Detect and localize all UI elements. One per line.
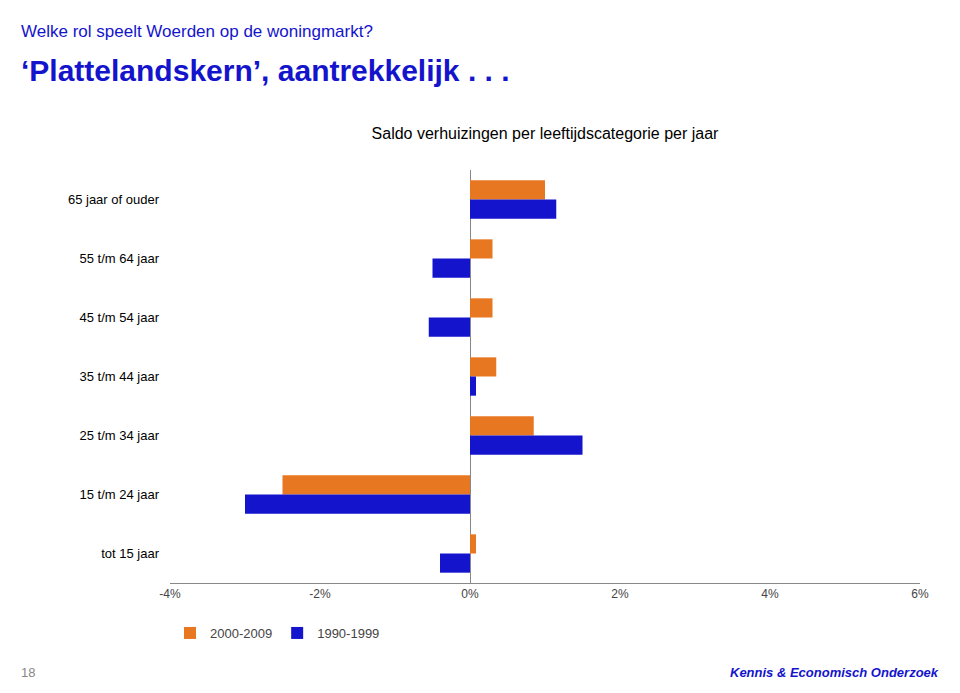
svg-text:-2%: -2% <box>309 587 331 601</box>
svg-text:1990-1999: 1990-1999 <box>317 626 379 641</box>
svg-text:6%: 6% <box>911 587 929 601</box>
svg-text:‘Plattelandskern’, aantrekkeli: ‘Plattelandskern’, aantrekkelijk . . . <box>21 54 510 87</box>
svg-text:55 t/m 64 jaar: 55 t/m 64 jaar <box>80 251 160 266</box>
svg-text:Welke rol speelt Woerden op de: Welke rol speelt Woerden op de woningmar… <box>21 22 373 41</box>
svg-text:tot 15 jaar: tot 15 jaar <box>101 546 159 561</box>
svg-text:Saldo verhuizingen per leeftij: Saldo verhuizingen per leeftijdscategori… <box>372 125 720 142</box>
svg-text:35 t/m 44 jaar: 35 t/m 44 jaar <box>80 369 160 384</box>
svg-text:4%: 4% <box>761 587 779 601</box>
svg-text:2000-2009: 2000-2009 <box>210 626 272 641</box>
svg-text:-4%: -4% <box>159 587 181 601</box>
svg-text:2%: 2% <box>611 587 629 601</box>
svg-text:0%: 0% <box>461 587 479 601</box>
svg-text:25 t/m 34 jaar: 25 t/m 34 jaar <box>80 428 160 443</box>
svg-text:18: 18 <box>21 665 35 680</box>
svg-text:15 t/m 24 jaar: 15 t/m 24 jaar <box>80 487 160 502</box>
svg-text:Kennis & Economisch Onderzoek: Kennis & Economisch Onderzoek <box>730 665 939 680</box>
svg-text:45 t/m 54 jaar: 45 t/m 54 jaar <box>80 310 160 325</box>
svg-text:65 jaar of ouder: 65 jaar of ouder <box>68 192 160 207</box>
